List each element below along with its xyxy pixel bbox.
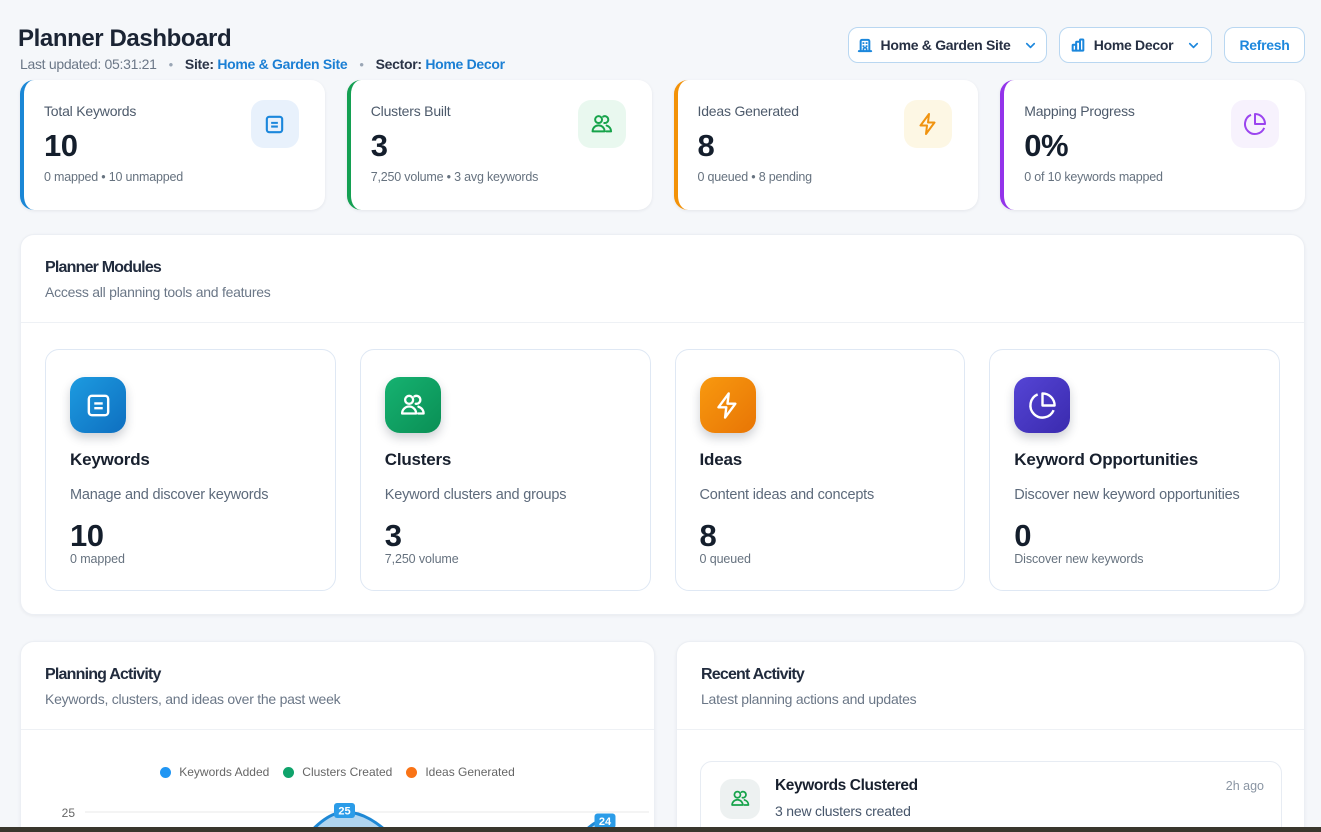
- svg-text:25: 25: [338, 806, 350, 818]
- svg-text:25: 25: [62, 806, 76, 820]
- svg-text:24: 24: [599, 816, 612, 828]
